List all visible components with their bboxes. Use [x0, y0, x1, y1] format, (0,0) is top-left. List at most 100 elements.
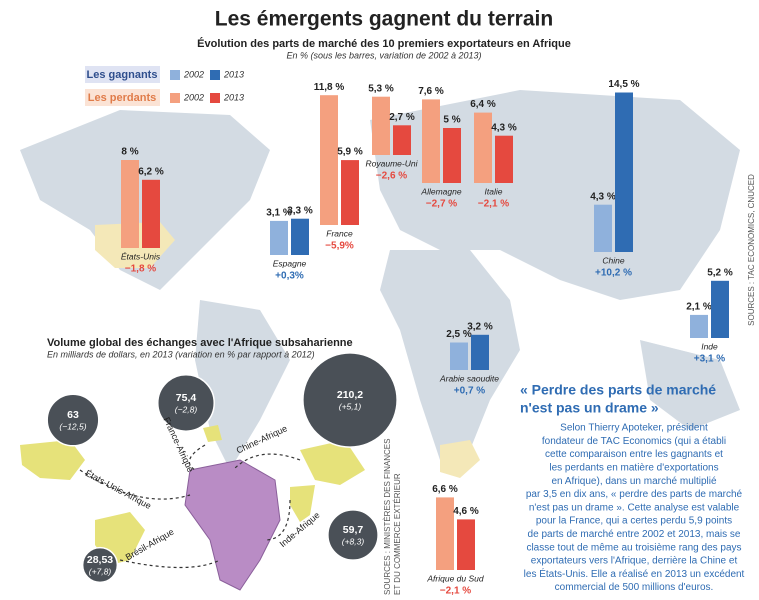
- bubble: [327, 509, 379, 561]
- bar: [690, 314, 708, 338]
- legend-label: 2002: [183, 92, 204, 102]
- change-label: −5,9%: [325, 241, 354, 252]
- category-label: Arabie saoudite: [439, 373, 499, 383]
- bar: [291, 218, 309, 255]
- bar: [436, 497, 454, 570]
- bar-value-label: 6,6 %: [432, 484, 458, 495]
- bubble-value-label: 75,4: [176, 392, 197, 404]
- article-line: de parts de marché entre 2002 et 2013, m…: [528, 529, 741, 540]
- article-title: « Perdre des parts de marché: [520, 382, 716, 398]
- article-line: pour la France, qui a certes perdu 5,9 p…: [536, 516, 732, 527]
- bar-value-label: 2,1 %: [686, 302, 712, 313]
- bubble-change-label: (−12,5): [59, 421, 86, 431]
- title: Les émergents gagnent du terrain: [215, 8, 553, 31]
- article-line: commercial de 500 millions d'euros.: [555, 582, 714, 593]
- bubble-subtitle: En milliards de dollars, en 2013 (variat…: [47, 349, 315, 359]
- bubble-change-label: (+8,3): [342, 536, 365, 546]
- change-label: −2,7 %: [426, 199, 458, 210]
- article-line: classe tout de même au troisième rang de…: [526, 542, 741, 553]
- bar-value-label: 5,2 %: [707, 267, 733, 278]
- category-label: Inde: [701, 341, 718, 351]
- article-line: les perdants en matière d'exportations: [549, 463, 718, 474]
- change-label: −1,8 %: [125, 264, 157, 275]
- legend-swatch: [210, 93, 220, 103]
- france-shape: [203, 425, 222, 442]
- article-line: n'est pas un drame ». Cette analyse est …: [529, 502, 740, 513]
- article-line: les États-Unis. Elle a réalisé en 2013 u…: [524, 567, 745, 580]
- bar-value-label: 8 %: [121, 147, 138, 158]
- article-line: en Afrique), dans un marché multiplié: [551, 476, 717, 487]
- bar-value-label: 5 %: [443, 115, 460, 126]
- bar: [495, 135, 513, 183]
- change-label: −2,1 %: [478, 199, 510, 210]
- bar: [450, 342, 468, 370]
- bar-value-label: 6,2 %: [138, 166, 164, 177]
- article-line: fondateur de TAC Economics (qui a établi: [542, 436, 726, 447]
- bar: [320, 95, 338, 225]
- change-label: +0,7 %: [454, 386, 486, 397]
- bar: [594, 204, 612, 252]
- bubble: [81, 546, 119, 584]
- legend-group-box: [85, 89, 160, 106]
- bar-value-label: 5,3 %: [368, 83, 394, 94]
- change-label: +3,1 %: [694, 354, 726, 365]
- bar-value-label: 4,3 %: [590, 191, 616, 202]
- article-line: Selon Thierry Apoteker, président: [560, 423, 708, 434]
- legend-label: 2013: [223, 69, 244, 79]
- bar: [341, 160, 359, 225]
- bubble-value-label: 28,53: [87, 554, 113, 566]
- trade-arrows: [79, 444, 301, 569]
- bar-value-label: 7,6 %: [418, 86, 444, 97]
- usa-shape: [20, 440, 85, 480]
- legend-swatch: [210, 70, 220, 80]
- article-line: cette comparaison entre les gagnants et: [545, 449, 723, 460]
- category-label: Chine: [602, 255, 624, 265]
- bar: [474, 112, 492, 183]
- bar: [615, 92, 633, 252]
- bar-value-label: 4,6 %: [453, 506, 479, 517]
- category-label: Allemagne: [420, 186, 461, 196]
- bubble-source: ET DU COMMERCE EXTÉRIEUR: [393, 473, 402, 595]
- legend-swatch: [170, 70, 180, 80]
- bar: [270, 220, 288, 255]
- bar: [711, 280, 729, 338]
- change-label: +0,3%: [275, 271, 304, 282]
- bar: [393, 125, 411, 155]
- bubble-value-label: 63: [67, 409, 79, 421]
- category-label: États-Unis: [121, 251, 161, 261]
- south-africa-shape: [440, 440, 480, 478]
- legend-swatch: [170, 93, 180, 103]
- article-title: n'est pas un drame »: [520, 400, 659, 416]
- category-label: Afrique du Sud: [426, 573, 484, 583]
- china-shape: [300, 440, 365, 485]
- bar-value-label: 11,8 %: [314, 82, 345, 93]
- bar-value-label: 3,1 %: [266, 208, 292, 219]
- change-label: +10,2 %: [595, 268, 632, 279]
- bar-value-label: 2,5 %: [446, 329, 472, 340]
- bar: [142, 179, 160, 248]
- subtitle: Évolution des parts de marché des 10 pre…: [197, 37, 571, 50]
- source: SOURCES : TAC ECONOMICS, CNUCED: [747, 174, 756, 326]
- bar-value-label: 3,3 %: [287, 205, 313, 216]
- bubble-change-label: (+7,8): [89, 566, 112, 576]
- change-label: −2,6 %: [376, 171, 408, 182]
- bubble-title: Volume global des échanges avec l'Afriqu…: [47, 337, 353, 349]
- bubble: [157, 374, 215, 432]
- legend-label: 2002: [183, 69, 204, 79]
- bubble-source: SOURCES : MINISTÈRES DES FINANCES: [383, 439, 392, 595]
- bar-value-label: 2,7 %: [389, 112, 415, 123]
- article-line: exportateurs vers l'Afrique, derrière la…: [531, 556, 738, 567]
- bubble-change-label: (+5,1): [339, 401, 362, 411]
- category-label: Royaume-Uni: [366, 158, 419, 168]
- africa-shape: [184, 459, 281, 591]
- note: En % (sous les barres, variation de 2002…: [286, 50, 481, 60]
- bar-value-label: 4,3 %: [491, 122, 517, 133]
- bar: [443, 128, 461, 183]
- legend-label: 2013: [223, 92, 244, 102]
- legend-group: Les gagnants: [87, 69, 158, 81]
- bubble: [302, 352, 398, 448]
- legend-group: Les perdants: [88, 92, 156, 104]
- bubble-value-label: 210,2: [337, 389, 363, 401]
- india-shape: [290, 485, 315, 522]
- category-label: Espagne: [273, 258, 307, 268]
